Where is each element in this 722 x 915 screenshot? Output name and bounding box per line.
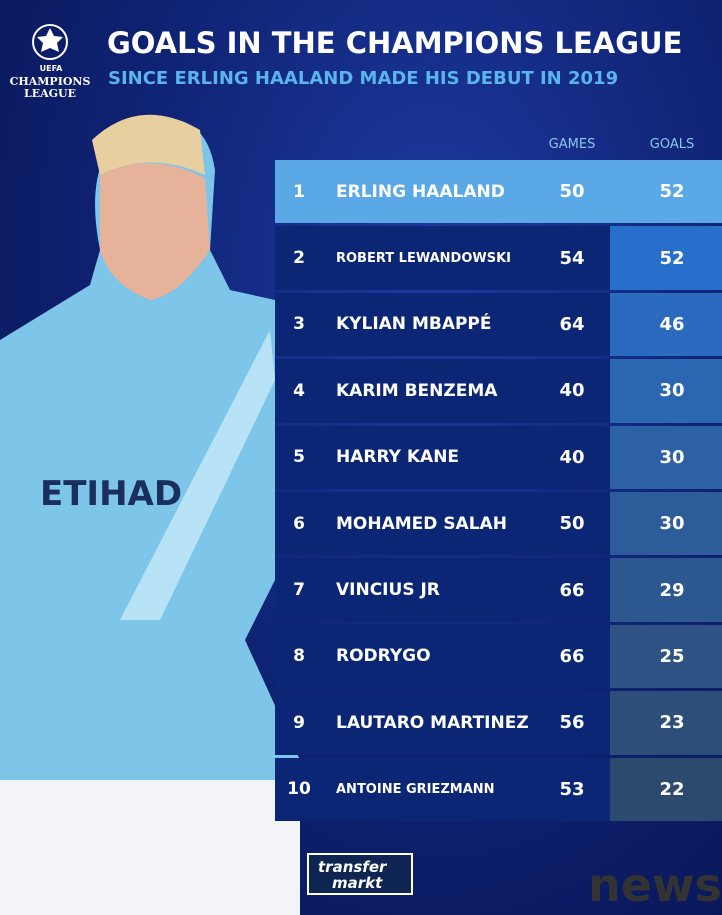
row-bg: [275, 359, 610, 423]
goals: 29: [659, 579, 685, 601]
goals: 30: [659, 513, 685, 535]
column-header: GOALS: [649, 136, 695, 152]
shirt-stripe: [120, 330, 275, 620]
goals-bg: [610, 359, 722, 423]
player-name: LAUTARO MARTINEZ: [336, 712, 529, 733]
goals-bg: [610, 757, 722, 821]
goals: 52: [659, 181, 685, 203]
row-bg: [275, 691, 610, 755]
goals-bg: [610, 226, 722, 290]
ucl-star: [37, 28, 63, 52]
games: 40: [559, 380, 585, 402]
logo-line1: CHAMPIONS: [9, 75, 91, 88]
goals-bg: [610, 160, 722, 224]
row-bg: [275, 425, 610, 489]
games: 66: [559, 645, 585, 667]
rank: 2: [293, 248, 305, 269]
goals-bg: [610, 425, 722, 489]
games: 64: [559, 313, 585, 335]
rank: 8: [293, 646, 305, 667]
goals-bg: [610, 292, 722, 357]
player-shorts: [0, 780, 300, 915]
row-bg: [275, 492, 610, 556]
player-name: ERLING HAALAND: [336, 181, 505, 202]
row-bg: [275, 624, 610, 689]
row-bg: [275, 292, 610, 357]
column-header: GAMES: [548, 136, 596, 152]
tm-brand2: markt: [332, 874, 383, 892]
rank: 4: [293, 380, 305, 401]
watermark: news: [588, 858, 722, 912]
games: 56: [559, 712, 585, 734]
player-name: ROBERT LEWANDOWSKI: [336, 250, 511, 266]
goals: 46: [659, 313, 685, 335]
rank: 6: [293, 513, 305, 534]
tm-logo: [307, 853, 413, 895]
rank: 10: [287, 779, 311, 800]
logo-uefa: UEFA: [39, 64, 63, 73]
games: 40: [559, 446, 585, 468]
goals-bg: [610, 558, 722, 622]
row-bg: [275, 160, 610, 224]
games: 50: [559, 181, 585, 203]
player-name: KYLIAN MBAPPÉ: [336, 314, 492, 335]
games: 53: [559, 778, 585, 800]
goals-bg: [610, 691, 722, 755]
title: GOALS IN THE CHAMPIONS LEAGUE: [107, 26, 683, 60]
goals: 22: [659, 778, 685, 800]
games: 50: [559, 513, 585, 535]
row-bg: [275, 226, 610, 290]
rank: 9: [293, 712, 305, 733]
player-name: ANTOINE GRIEZMANN: [336, 781, 495, 797]
rank: 3: [293, 314, 305, 335]
subtitle: SINCE ERLING HAALAND MADE HIS DEBUT IN 2…: [108, 68, 619, 89]
goals-bg: [610, 492, 722, 556]
row-bg: [275, 558, 610, 622]
goals: 30: [659, 446, 685, 468]
rank: 5: [293, 447, 305, 468]
goals-bg: [610, 624, 722, 689]
rank: 1: [293, 181, 305, 202]
player-shirt: [0, 118, 300, 915]
player-name: RODRYGO: [336, 646, 431, 667]
games: 54: [559, 247, 585, 269]
row-bg: [275, 757, 610, 821]
goals: 25: [659, 645, 685, 667]
player-name: MOHAMED SALAH: [336, 513, 507, 534]
rank: 7: [293, 580, 305, 601]
player-name: VINCIUS JR: [336, 580, 440, 601]
player-face: [100, 163, 210, 300]
player-hair: [92, 114, 205, 175]
sponsor: ETIHAD: [40, 474, 182, 514]
goals: 52: [659, 247, 685, 269]
ucl-ball: [32, 24, 68, 60]
tm-brand1: transfer: [318, 858, 387, 876]
games: 66: [559, 579, 585, 601]
player-name: HARRY KANE: [336, 447, 460, 468]
goals: 23: [659, 712, 685, 734]
player-name: KARIM BENZEMA: [336, 380, 498, 401]
logo-line2: LEAGUE: [23, 87, 77, 100]
goals: 30: [659, 380, 685, 402]
